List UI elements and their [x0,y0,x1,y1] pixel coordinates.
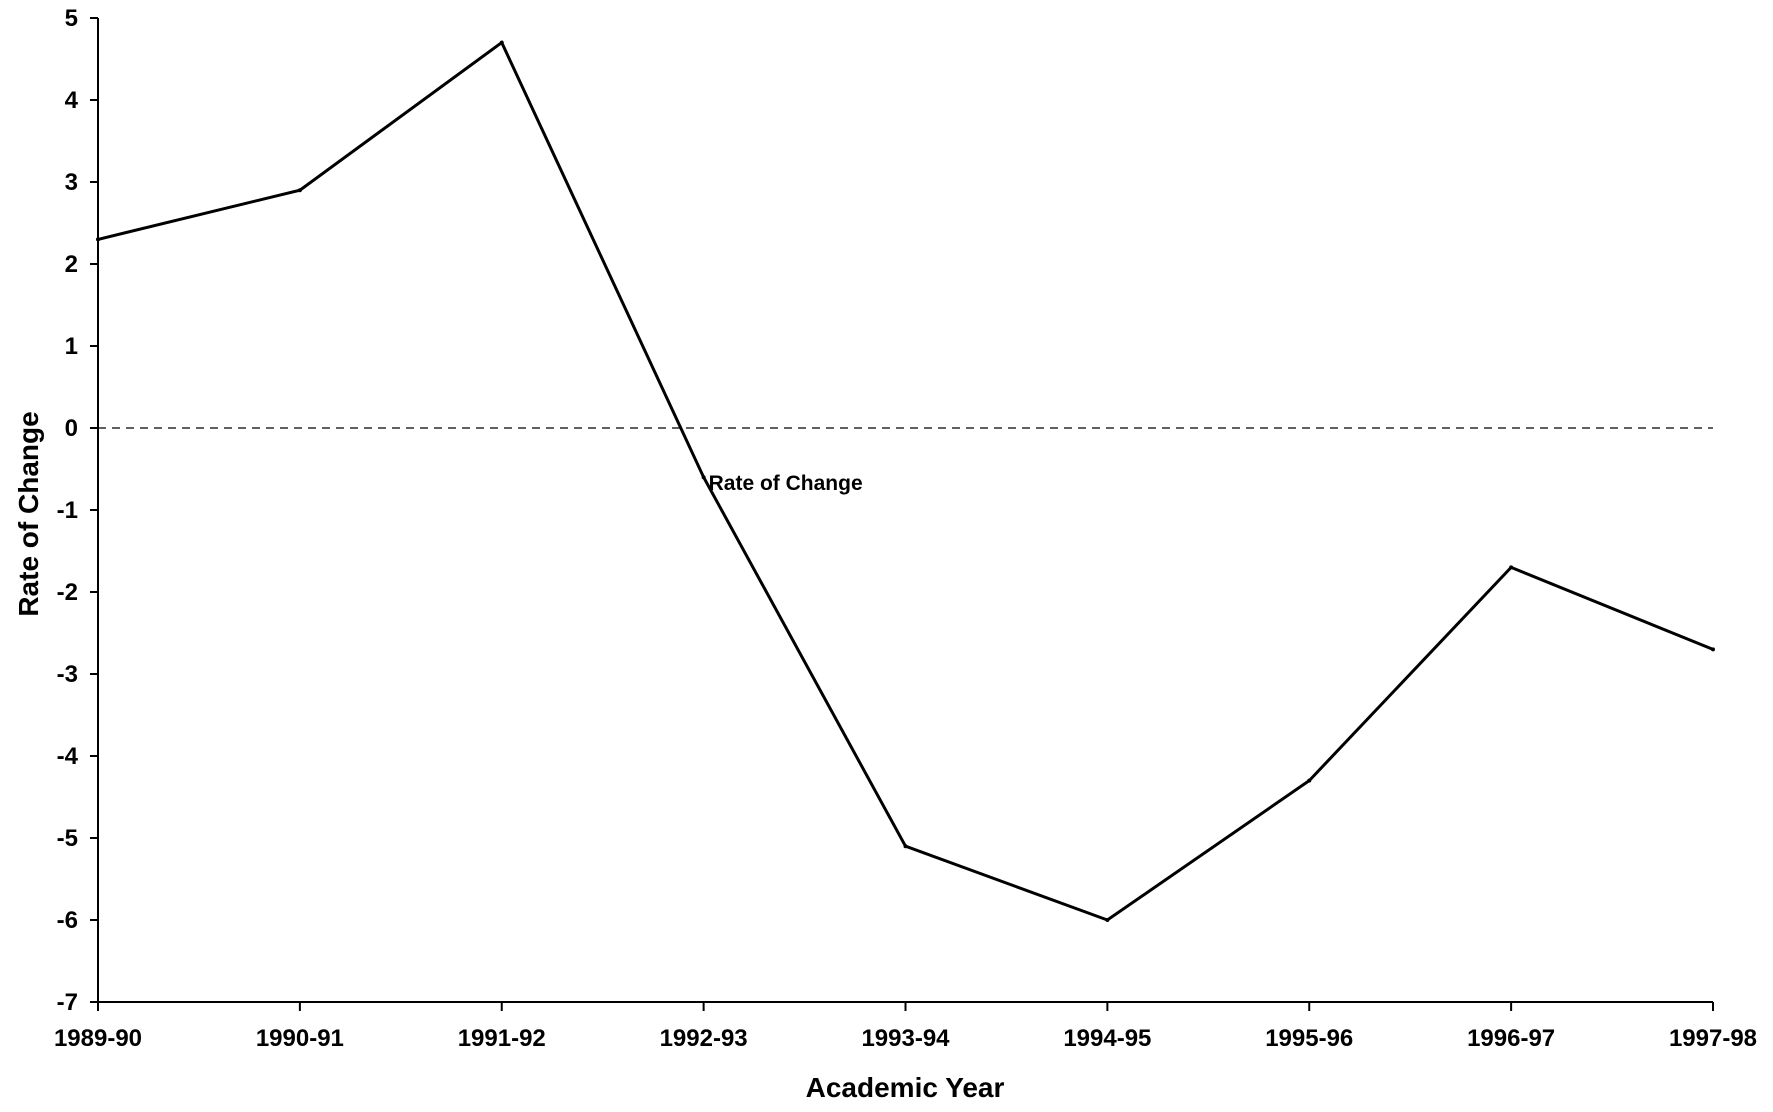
y-tick-label: -1 [57,497,78,524]
y-tick-label: -2 [57,579,78,606]
y-tick-label: 0 [65,415,78,442]
data-point [96,237,100,242]
axes [97,18,1713,1003]
data-point [1307,778,1312,783]
y-tick-label: 4 [65,87,79,114]
y-tick-label: -6 [57,907,78,934]
x-tick-label: 1996-97 [1467,1025,1555,1052]
data-point [1105,918,1110,922]
x-tick-labels: 1989-90 1990-91 1991-92 1992-93 1993-94 1994-… [54,1002,1757,1052]
y-tick-label: -3 [57,661,78,688]
x-tick-label: 1989-90 [54,1025,142,1052]
data-point [297,188,302,193]
x-tick-label: 1991-92 [458,1025,546,1052]
x-tick-label: 1995-96 [1265,1025,1353,1052]
x-tick-label: 1997-98 [1669,1025,1757,1052]
x-tick-label: 1994-95 [1063,1025,1151,1052]
x-axis-title: Academic Year [806,1072,1005,1103]
y-tick-label: 3 [65,169,78,196]
data-point [903,844,908,849]
series-line [97,40,1714,922]
x-tick-label: 1992-93 [660,1025,748,1052]
y-tick-label: 5 [65,5,78,32]
y-tick-label: 1 [65,333,78,360]
data-point [1711,647,1715,652]
series-label: Rate of Change [709,472,863,495]
y-tick-label: 2 [65,251,78,278]
y-tick-label: -5 [57,825,78,852]
data-point [1509,565,1514,570]
x-tick-label: 1993-94 [861,1025,950,1052]
y-axis-title: Rate of Change [13,411,44,616]
y-tick-label: -7 [57,989,78,1016]
y-tick-labels: 5 4 3 2 1 0 -1 -2 -3 -4 -5 -6 -7 [57,5,98,1016]
data-point [499,40,504,45]
data-point [701,475,706,480]
series-group [96,40,1715,922]
y-tick-label: -4 [57,743,79,770]
x-tick-label: 1990-91 [256,1025,344,1052]
